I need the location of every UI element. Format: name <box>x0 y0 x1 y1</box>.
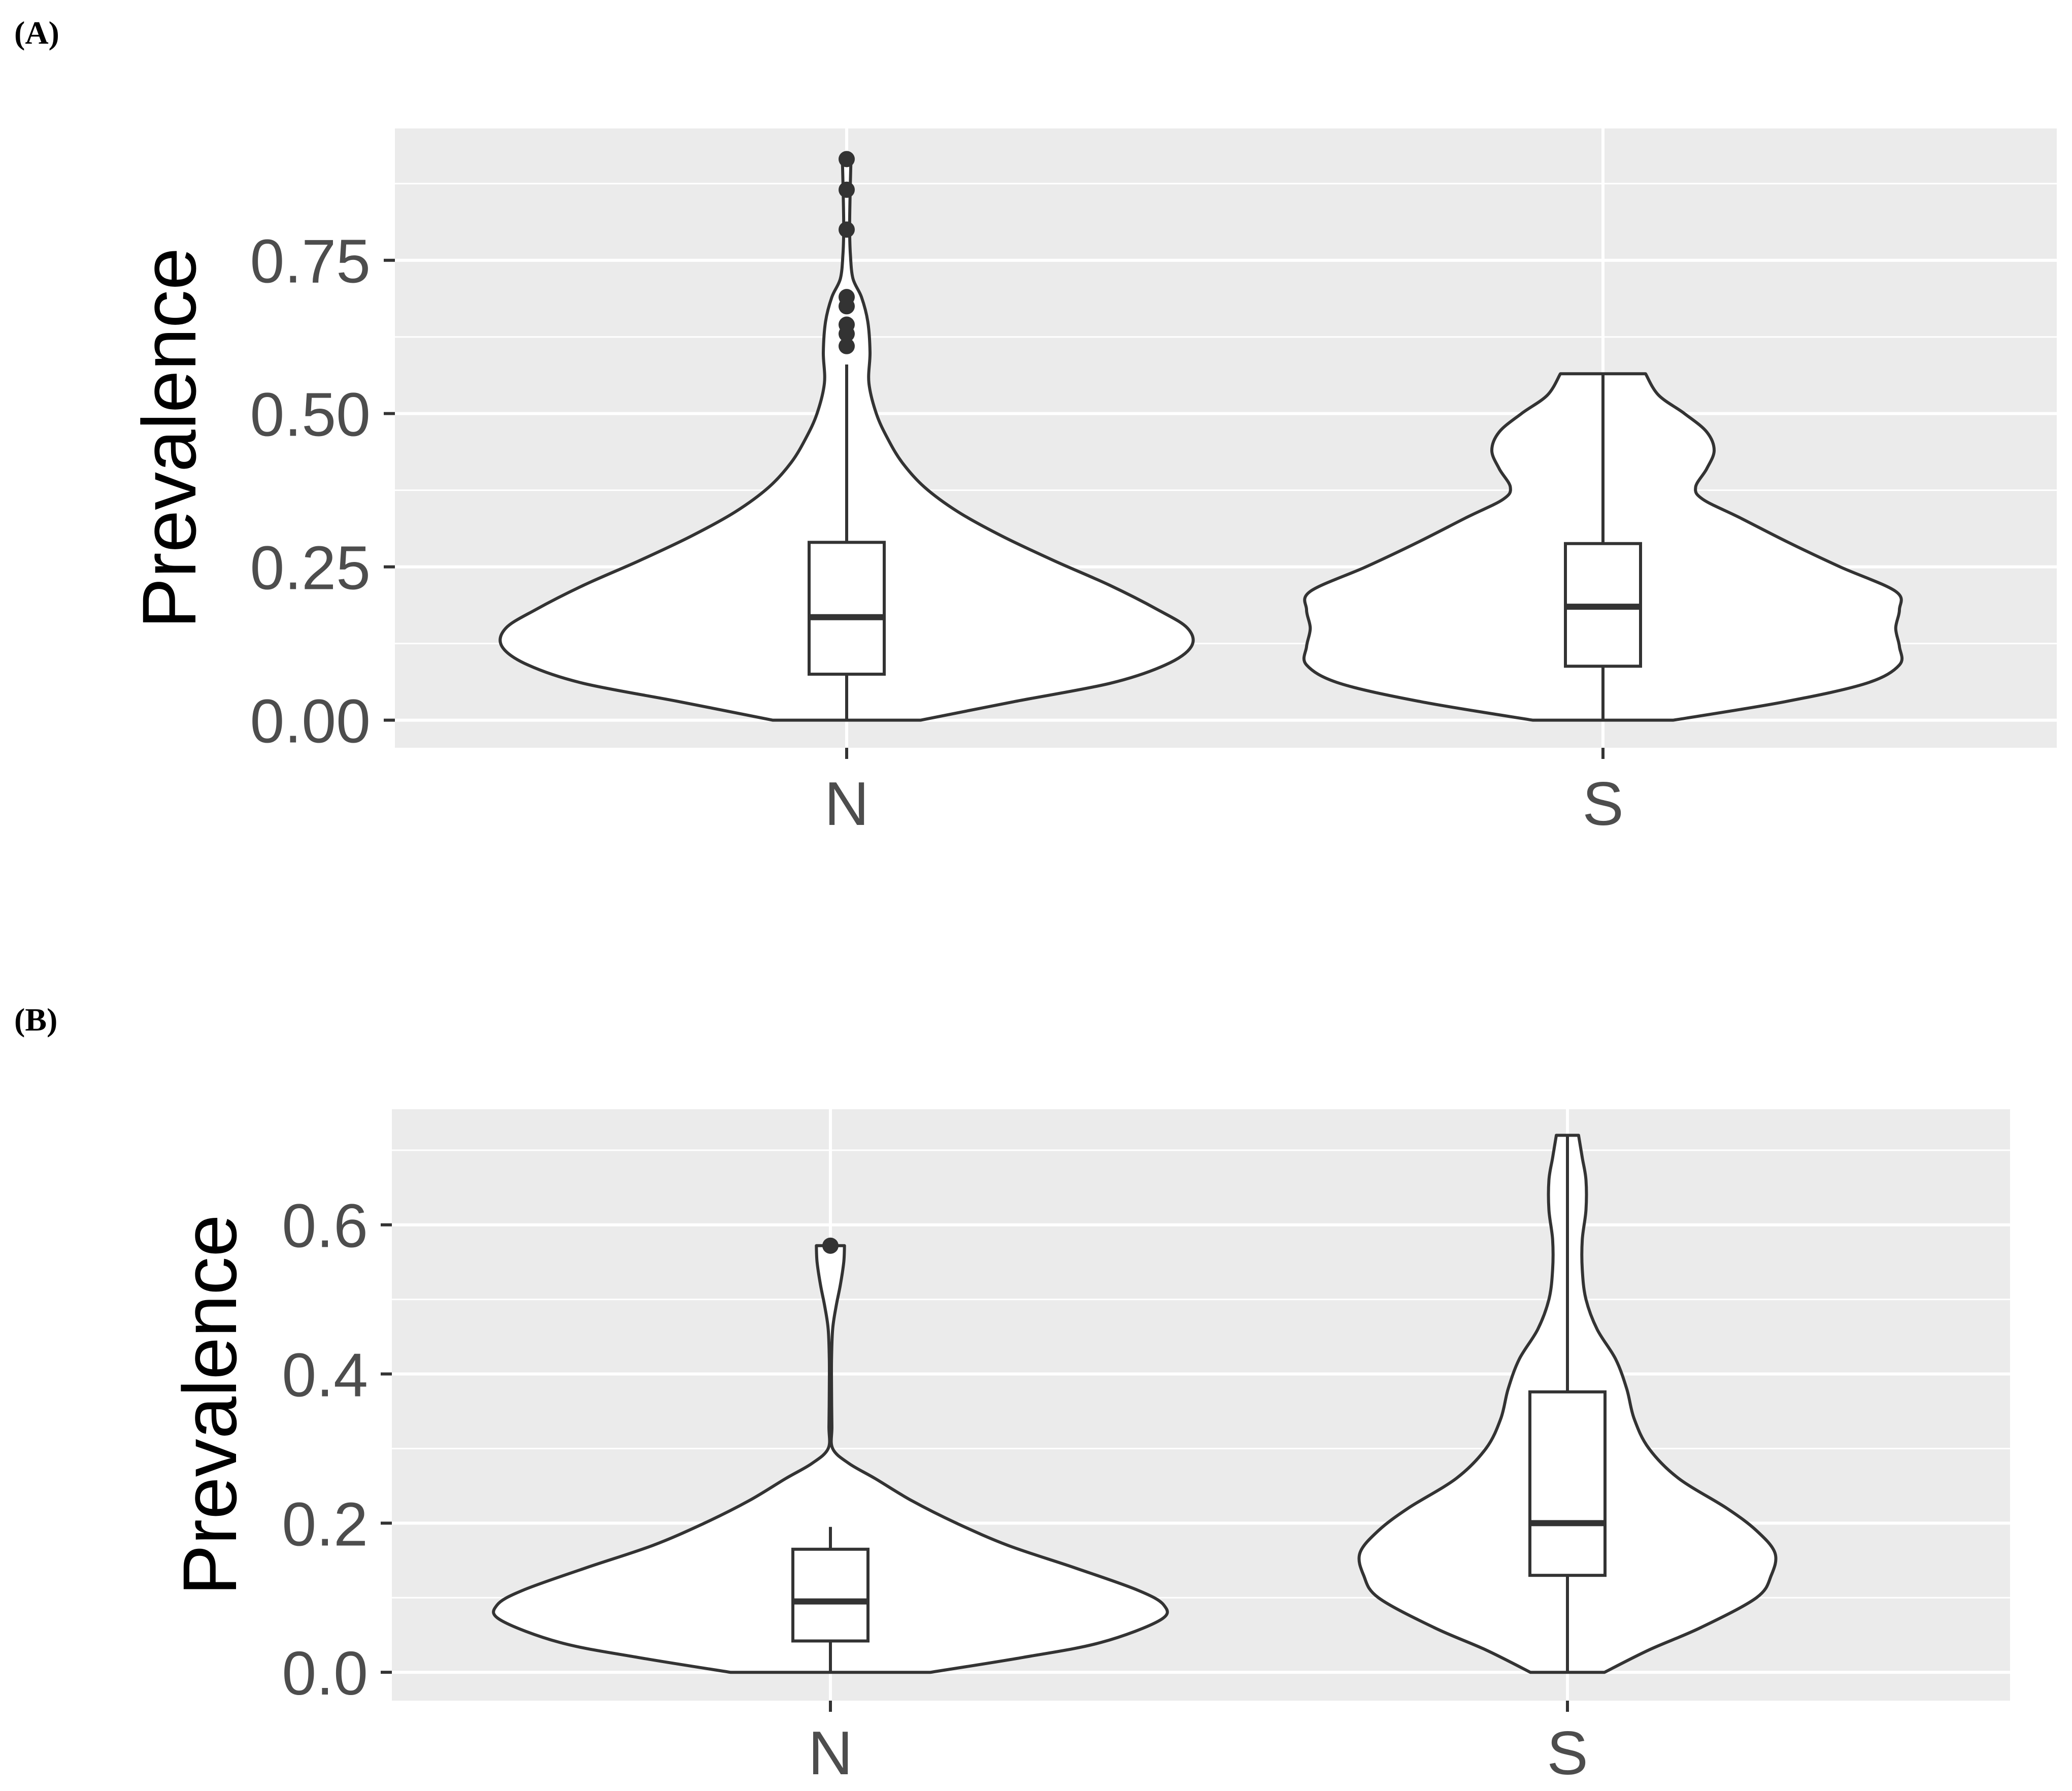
outlier-point <box>839 221 855 238</box>
y-tick-label: 0.50 <box>250 380 371 449</box>
panel-label: (A) <box>14 15 59 51</box>
y-tick-label: 0.25 <box>250 534 371 603</box>
panel-a: (A) 0.00 0.25 0.50 0.75 N S Prevalence <box>14 15 2057 838</box>
violin-group-N <box>498 151 1195 722</box>
violin-group-S <box>1302 372 1904 722</box>
outlier-point <box>822 1237 839 1254</box>
y-tick-label: 0.2 <box>282 1489 368 1558</box>
y-tick-label: 0.00 <box>250 687 371 756</box>
panel-label: (B) <box>14 1002 57 1038</box>
outlier-point <box>839 338 855 354</box>
box-N <box>808 541 886 676</box>
x-tick-label: S <box>1547 1718 1588 1787</box>
violin-group-S <box>1357 1134 1778 1674</box>
violin-group-N <box>492 1237 1169 1674</box>
outlier-point <box>839 181 855 198</box>
outlier-point <box>839 289 855 306</box>
panel-b: (B) 0.0 0.2 0.4 0.6 N S Prevalence <box>14 1002 2010 1787</box>
violin-N <box>492 1244 1169 1674</box>
x-tick-label: N <box>808 1718 853 1787</box>
x-tick-label: N <box>824 769 869 838</box>
outlier-point <box>839 316 855 333</box>
y-tick-label: 0.0 <box>282 1639 368 1708</box>
x-tick-label: S <box>1582 769 1623 838</box>
y-tick-label: 0.6 <box>282 1191 368 1261</box>
y-tick-label: 0.75 <box>250 227 371 296</box>
y-axis-label: Prevalence <box>167 1214 252 1595</box>
y-axis-label: Prevalence <box>126 248 212 628</box>
y-tick-label: 0.4 <box>282 1341 368 1410</box>
box-S <box>1528 1390 1607 1577</box>
outlier-point <box>839 151 855 168</box>
box-N <box>791 1547 870 1643</box>
